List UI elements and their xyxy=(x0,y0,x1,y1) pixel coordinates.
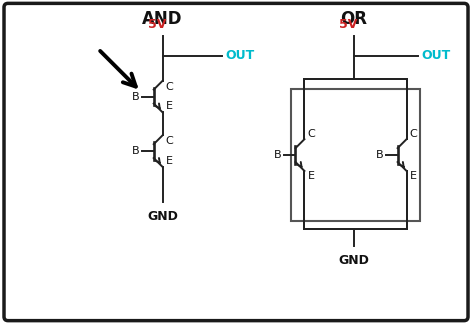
Text: E: E xyxy=(165,156,173,166)
Text: C: C xyxy=(308,129,315,139)
Bar xyxy=(291,89,420,222)
Text: E: E xyxy=(410,171,417,181)
Text: B: B xyxy=(132,146,140,156)
Text: OUT: OUT xyxy=(421,49,451,62)
Text: E: E xyxy=(308,171,314,181)
Text: C: C xyxy=(165,82,173,92)
Text: OUT: OUT xyxy=(225,49,255,62)
Text: 5V: 5V xyxy=(147,18,166,31)
Text: OR: OR xyxy=(340,10,367,28)
Text: C: C xyxy=(165,136,173,146)
Text: AND: AND xyxy=(142,10,183,28)
Text: B: B xyxy=(274,150,282,160)
Text: 5V: 5V xyxy=(339,18,357,31)
Text: C: C xyxy=(410,129,417,139)
Text: B: B xyxy=(132,92,140,102)
Text: E: E xyxy=(165,101,173,111)
Text: GND: GND xyxy=(147,210,178,223)
Text: GND: GND xyxy=(338,254,369,267)
Text: B: B xyxy=(376,150,384,160)
